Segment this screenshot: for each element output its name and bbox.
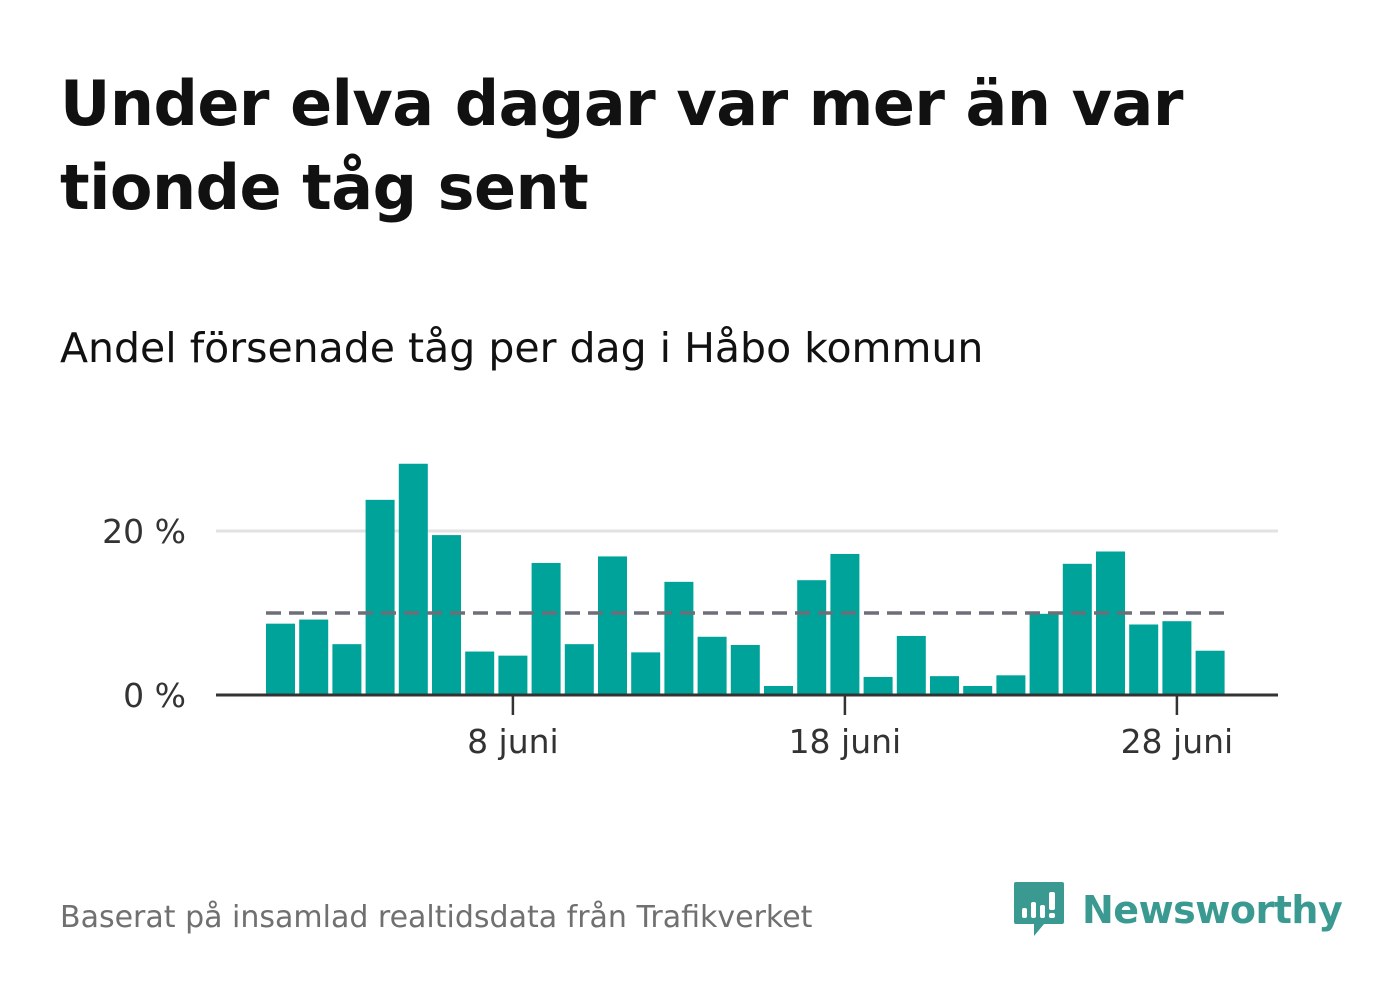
- bar: [1195, 650, 1225, 695]
- source-note: Baserat på insamlad realtidsdata från Tr…: [60, 900, 813, 935]
- bar: [664, 581, 694, 695]
- bar: [498, 655, 528, 695]
- bar: [465, 651, 495, 695]
- bar: [863, 676, 893, 695]
- y-tick-label: 0 %: [123, 676, 186, 715]
- bar: [365, 499, 395, 695]
- bar: [398, 463, 428, 695]
- x-tick-label: 28 juni: [1121, 722, 1234, 761]
- bar: [1029, 613, 1059, 695]
- brand-logo: Newsworthy: [1012, 880, 1343, 940]
- y-tick-label: 20 %: [102, 512, 186, 551]
- bar: [1162, 621, 1192, 695]
- x-tick-label: 18 juni: [789, 722, 902, 761]
- bar: [531, 562, 561, 695]
- bar: [1129, 624, 1159, 695]
- bar: [797, 580, 827, 695]
- bar: [299, 619, 329, 695]
- bar: [963, 685, 993, 695]
- bar: [730, 644, 760, 695]
- bar: [432, 535, 461, 695]
- newsworthy-icon: [1014, 882, 1064, 936]
- bar: [697, 636, 727, 695]
- bar: [1096, 551, 1125, 695]
- chart-title: Under elva dagar var mer än var tionde t…: [60, 67, 1183, 224]
- bar: [332, 644, 362, 695]
- brand-name: Newsworthy: [1082, 888, 1343, 932]
- bar: [996, 675, 1026, 695]
- chart-subtitle: Andel försenade tåg per dag i Håbo kommu…: [60, 324, 984, 372]
- bar: [1062, 563, 1092, 695]
- bar: [830, 553, 860, 695]
- bar: [564, 644, 594, 695]
- bar: [896, 635, 926, 695]
- bar: [764, 685, 793, 695]
- x-tick-label: 8 juni: [467, 722, 559, 761]
- bar: [631, 652, 661, 695]
- bar: [598, 556, 627, 695]
- bar: [266, 623, 295, 695]
- bar: [930, 676, 959, 695]
